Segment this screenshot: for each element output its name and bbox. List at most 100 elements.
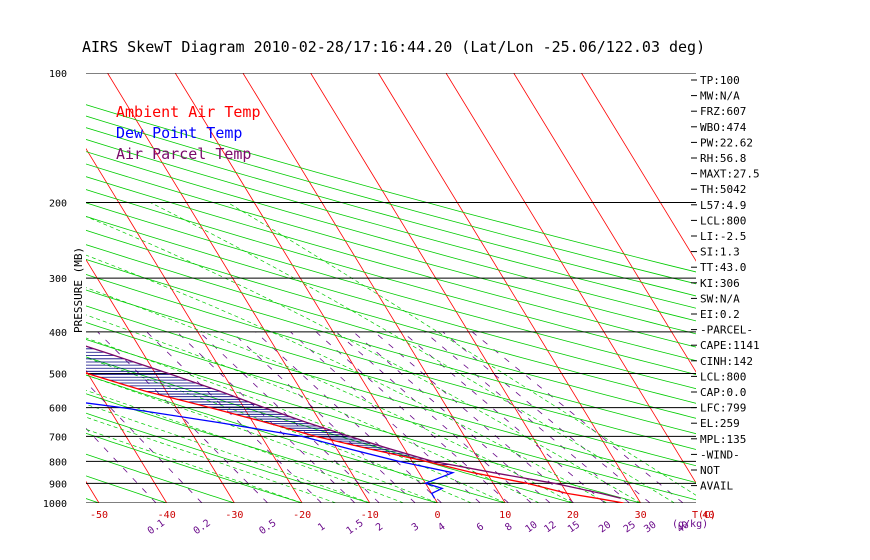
dry-adiabat-line bbox=[86, 115, 696, 285]
x-axis-label: T(C) bbox=[692, 510, 716, 521]
dry-adiabat-lines bbox=[0, 73, 696, 503]
index-label: AVAIL bbox=[700, 480, 733, 493]
dry-adiabat-line bbox=[86, 432, 303, 503]
mixing-ratio-tick-label: 2 bbox=[374, 521, 385, 533]
dry-adiabat-line bbox=[86, 163, 696, 335]
dry-adiabat-line bbox=[86, 104, 696, 273]
legend-entry: Dew Point Temp bbox=[116, 124, 242, 142]
bottom-temp-tick-label: -40 bbox=[158, 510, 176, 521]
bottom-temp-tick-label: -10 bbox=[361, 510, 379, 521]
isotherm-line bbox=[581, 73, 696, 262]
legend-entry: Air Parcel Temp bbox=[116, 145, 251, 163]
pressure-tick-label: 200 bbox=[49, 198, 67, 209]
index-label: LCL:800 bbox=[700, 370, 746, 383]
index-label: RH:56.8 bbox=[700, 152, 746, 165]
index-label: EI:0.2 bbox=[700, 308, 740, 321]
dry-adiabat-line bbox=[86, 305, 696, 483]
index-label: MPL:135 bbox=[700, 433, 746, 446]
dry-adiabat-line bbox=[86, 274, 696, 450]
mixing-ratio-tick-label: 0.5 bbox=[257, 518, 278, 537]
index-label: CINH:142 bbox=[700, 355, 753, 368]
index-label: EL:259 bbox=[700, 417, 740, 430]
mixing-ratio-line bbox=[86, 427, 157, 503]
mixing-ratio-tick-label: 15 bbox=[566, 519, 582, 535]
pressure-tick-label: 900 bbox=[49, 479, 67, 490]
dry-adiabat-line bbox=[86, 139, 696, 309]
pressure-tick-label: 300 bbox=[49, 274, 67, 285]
index-label: LFC:799 bbox=[700, 402, 746, 415]
index-label: CAPE:1141 bbox=[700, 339, 760, 352]
legend-entry: Ambient Air Temp bbox=[116, 103, 261, 121]
dry-adiabat-line bbox=[86, 412, 370, 503]
dry-adiabat-line bbox=[86, 202, 696, 375]
dry-adiabat-line bbox=[86, 151, 696, 322]
mixing-ratio-tick-label: 20 bbox=[597, 519, 613, 535]
mixing-ratio-tick-label: 8 bbox=[503, 521, 514, 533]
bottom-temp-axis: -50 -40 -30 -20 -10 0 10 20 30 40T(C) bbox=[90, 510, 716, 521]
isotherm-line bbox=[86, 258, 235, 503]
isobar-lines bbox=[86, 73, 696, 503]
mixing-ratio-line bbox=[146, 331, 322, 503]
index-label: FRZ:607 bbox=[700, 105, 746, 118]
mixing-ratio-line bbox=[231, 331, 416, 503]
dry-adiabat-line bbox=[86, 374, 506, 503]
mixing-ratio-line bbox=[336, 331, 532, 503]
isotherm-line bbox=[513, 73, 696, 373]
mixing-ratio-line bbox=[374, 331, 574, 503]
dry-adiabat-line bbox=[86, 453, 235, 503]
mixing-ratio-line bbox=[97, 331, 268, 503]
isotherm-line bbox=[0, 73, 31, 503]
series-line-2 bbox=[86, 345, 621, 499]
pressure-tick-label: 500 bbox=[49, 370, 67, 381]
dry-adiabat-line bbox=[86, 176, 696, 348]
isotherm-line bbox=[86, 369, 168, 503]
index-label: MW:N/A bbox=[700, 90, 740, 103]
pressure-tick-label: 700 bbox=[49, 432, 67, 443]
index-label: WBO:474 bbox=[700, 121, 747, 134]
mixing-ratio-line bbox=[315, 331, 509, 503]
mixing-ratio-tick-label: 1 bbox=[316, 521, 327, 533]
dry-adiabat-line bbox=[86, 258, 696, 435]
moist-adiabat-line bbox=[86, 254, 607, 503]
index-label: TT:43.0 bbox=[700, 261, 746, 274]
dry-adiabat-line bbox=[86, 339, 641, 503]
mixing-ratio-line bbox=[471, 331, 684, 503]
mixing-ratio-lines bbox=[86, 331, 684, 503]
legend: Ambient Air Temp Dew Point Temp Air Parcel… bbox=[116, 103, 261, 163]
isotherm-line bbox=[86, 147, 303, 503]
isotherm-line bbox=[445, 73, 696, 484]
pressure-tick-label: 1000 bbox=[43, 499, 67, 510]
index-label: CAP:0.0 bbox=[700, 386, 746, 399]
mixing-ratio-tick-label: 30 bbox=[642, 519, 658, 535]
isotherm-line bbox=[242, 73, 506, 503]
moist-adiabat-line bbox=[227, 202, 696, 496]
dry-adiabat-line bbox=[0, 73, 31, 503]
cape-hatch bbox=[86, 348, 450, 465]
index-label: TP:100 bbox=[700, 74, 740, 87]
bottom-temp-tick-label: 20 bbox=[567, 510, 579, 521]
dry-adiabat-line bbox=[86, 393, 438, 503]
moist-adiabat-line bbox=[86, 287, 574, 503]
mixing-ratio-tick-label: 3 bbox=[410, 521, 421, 533]
mixing-ratio-tick-label: 0.2 bbox=[192, 518, 213, 537]
isotherm-line bbox=[107, 73, 371, 503]
mixing-ratio-unit: (g/kg) bbox=[672, 519, 708, 530]
index-label: NOT bbox=[700, 464, 720, 477]
bottom-temp-tick-label: 30 bbox=[635, 510, 647, 521]
mixing-ratio-tick-label: 4 bbox=[436, 521, 447, 533]
y-axis-label: PRESSURE (MB) bbox=[72, 247, 85, 333]
dry-adiabat-line bbox=[86, 229, 696, 404]
index-label: PW:22.62 bbox=[700, 136, 753, 149]
dry-adiabat-line bbox=[86, 244, 696, 419]
index-label: MAXT:27.5 bbox=[700, 168, 760, 181]
pressure-tick-label: 800 bbox=[49, 457, 67, 468]
stability-indices: TP:100 MW:N/A FRZ:607 WBO:474 PW:22.62 RH:56.… bbox=[691, 74, 760, 493]
dry-adiabat-line bbox=[86, 322, 696, 501]
mixing-ratio-tick-label: 6 bbox=[475, 521, 486, 533]
bottom-temp-tick-label: -50 bbox=[90, 510, 108, 521]
dry-adiabat-line bbox=[86, 216, 696, 390]
dry-adiabat-line bbox=[86, 189, 696, 362]
mixing-ratio-tick-label: 10 bbox=[523, 519, 539, 535]
bottom-temp-tick-label: 40 bbox=[702, 510, 714, 521]
